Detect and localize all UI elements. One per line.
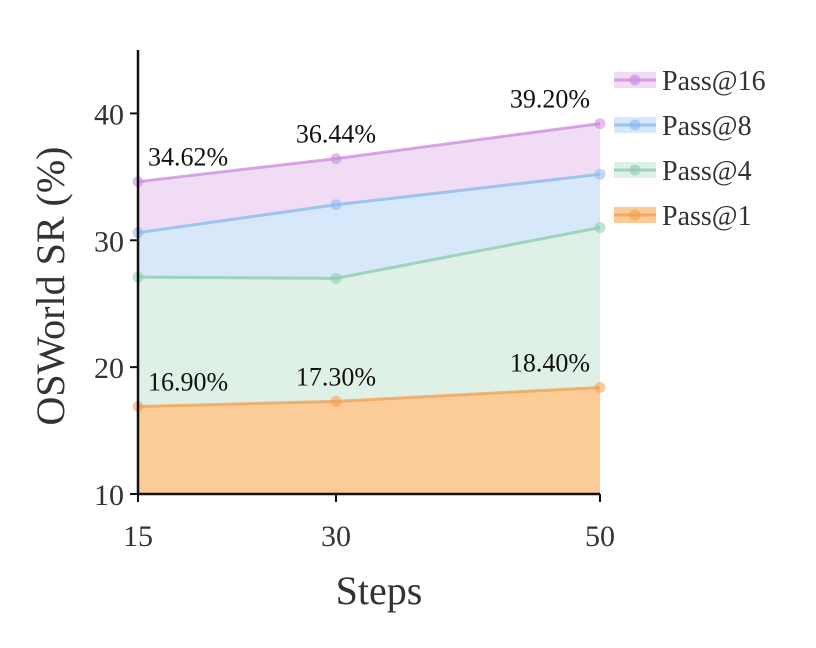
y-tick-label-30: 30: [94, 225, 124, 258]
data-label-pass-at-16-50: 39.20%: [510, 85, 590, 114]
data-label-pass-at-1-30: 17.30%: [296, 362, 376, 391]
y-tick-label-10: 10: [94, 479, 124, 512]
data-label-pass-at-16-30: 36.44%: [296, 120, 376, 149]
legend-item-pass-at-4: Pass@4: [614, 156, 752, 187]
area-layer: [138, 123, 600, 494]
data-label-pass-at-1-15: 16.90%: [148, 367, 228, 396]
point-pass-at-1-50: [594, 381, 606, 393]
x-axis-label: Steps: [336, 568, 423, 613]
x-tick-label-30: 30: [321, 520, 351, 553]
legend-marker-pass-at-4: [629, 164, 641, 176]
data-label-pass-at-16-15: 34.62%: [148, 143, 228, 172]
y-axis-label: OSWorld SR (%): [28, 146, 73, 425]
point-pass-at-1-30: [330, 395, 342, 407]
legend-marker-pass-at-8: [629, 119, 641, 131]
area-pass-at-1: [138, 387, 600, 494]
point-pass-at-4-50: [594, 222, 606, 234]
y-tick-label-20: 20: [94, 352, 124, 385]
point-pass-at-16-30: [330, 153, 342, 165]
point-pass-at-4-30: [330, 272, 342, 284]
legend-item-pass-at-16: Pass@16: [614, 66, 766, 97]
axes: [136, 50, 600, 496]
point-pass-at-8-30: [330, 199, 342, 211]
data-label-pass-at-1-50: 18.40%: [510, 348, 590, 377]
legend-label-pass-at-1: Pass@1: [662, 201, 752, 232]
legend-marker-pass-at-1: [629, 209, 641, 221]
legend-item-pass-at-8: Pass@8: [614, 111, 752, 142]
legend-marker-pass-at-16: [629, 74, 641, 86]
legend-label-pass-at-16: Pass@16: [662, 66, 766, 97]
data-label-layer: 34.62% 36.44% 39.20% 16.90% 17.30% 18.40%: [148, 85, 590, 397]
x-tick-label-50: 50: [585, 520, 615, 553]
point-pass-at-16-50: [594, 118, 606, 130]
point-pass-at-8-50: [594, 168, 606, 180]
legend-label-pass-at-4: Pass@4: [662, 156, 752, 187]
y-tick-label-40: 40: [94, 98, 124, 131]
point-layer: [132, 118, 606, 412]
tick-layer: 10 20 30 40 15 30 50: [94, 98, 615, 553]
x-tick-label-15: 15: [123, 520, 153, 553]
legend-label-pass-at-8: Pass@8: [662, 111, 752, 142]
legend: Pass@16 Pass@8 Pass@4 Pass@1: [614, 66, 766, 232]
legend-item-pass-at-1: Pass@1: [614, 201, 752, 232]
